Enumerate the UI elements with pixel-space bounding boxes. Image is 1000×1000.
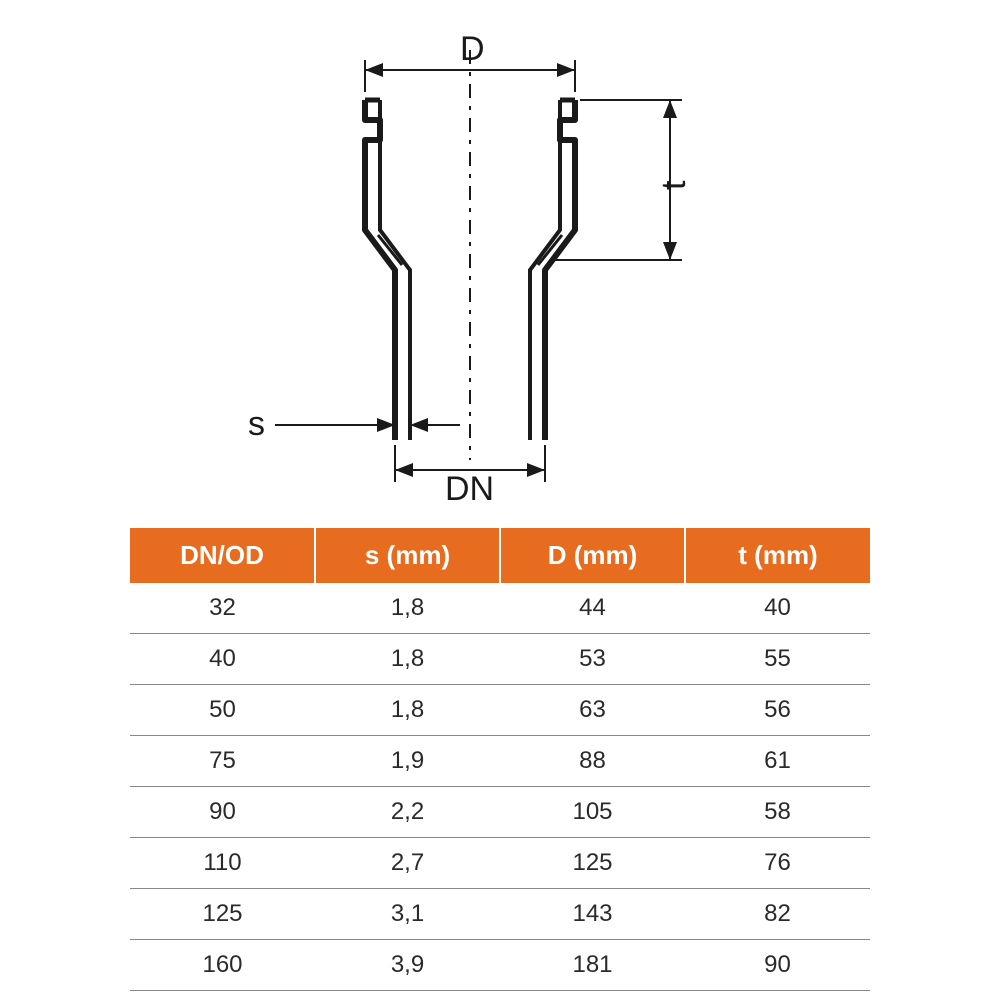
table-row: 401,85355 [130,634,870,685]
arrow-d-right [557,63,575,77]
cell-6-1: 3,1 [315,889,500,940]
col-header-0: DN/OD [130,528,315,583]
table-row: 501,86356 [130,685,870,736]
table-header: DN/ODs (mm)D (mm)t (mm) [130,528,870,583]
cell-1-2: 53 [500,634,685,685]
cell-3-3: 61 [685,736,870,787]
arrow-d-left [365,63,383,77]
pipe-diagram: D t s DN [170,30,830,500]
cell-6-2: 143 [500,889,685,940]
arrow-s-right [410,418,428,432]
col-header-2: D (mm) [500,528,685,583]
cell-4-3: 58 [685,787,870,838]
cell-6-3: 82 [685,889,870,940]
cell-0-0: 32 [130,583,315,634]
spec-table: DN/ODs (mm)D (mm)t (mm) 321,84440401,853… [130,528,870,991]
cell-2-1: 1,8 [315,685,500,736]
col-header-3: t (mm) [685,528,870,583]
arrow-dn-right [527,463,545,477]
col-header-1: s (mm) [315,528,500,583]
arrow-t-top [663,100,677,118]
label-t: t [655,180,693,190]
cell-3-0: 75 [130,736,315,787]
cell-7-1: 3,9 [315,940,500,991]
cell-0-3: 40 [685,583,870,634]
table-body: 321,84440401,85355501,86356751,98861902,… [130,583,870,991]
arrow-t-bot [663,242,677,260]
table-row: 1253,114382 [130,889,870,940]
cell-7-0: 160 [130,940,315,991]
table-row: 1102,712576 [130,838,870,889]
cell-5-1: 2,7 [315,838,500,889]
cell-7-3: 90 [685,940,870,991]
cell-1-0: 40 [130,634,315,685]
cell-4-1: 2,2 [315,787,500,838]
table-row: 902,210558 [130,787,870,838]
table-row: 751,98861 [130,736,870,787]
cell-0-1: 1,8 [315,583,500,634]
cell-5-2: 125 [500,838,685,889]
cell-4-2: 105 [500,787,685,838]
cell-1-1: 1,8 [315,634,500,685]
cell-5-3: 76 [685,838,870,889]
cell-4-0: 90 [130,787,315,838]
cell-0-2: 44 [500,583,685,634]
label-dn: DN [445,470,494,500]
cell-7-2: 181 [500,940,685,991]
cell-2-2: 63 [500,685,685,736]
cell-2-3: 56 [685,685,870,736]
label-d: D [460,30,485,68]
cell-2-0: 50 [130,685,315,736]
table-row: 1603,918190 [130,940,870,991]
arrow-dn-left [395,463,413,477]
cell-1-3: 55 [685,634,870,685]
cell-3-1: 1,9 [315,736,500,787]
pipe-right-profile [530,100,575,440]
diagram-svg: D t s DN [170,30,830,500]
cell-3-2: 88 [500,736,685,787]
label-s: s [248,405,265,443]
pipe-left-profile [365,100,410,440]
cell-5-0: 110 [130,838,315,889]
table-row: 321,84440 [130,583,870,634]
cell-6-0: 125 [130,889,315,940]
